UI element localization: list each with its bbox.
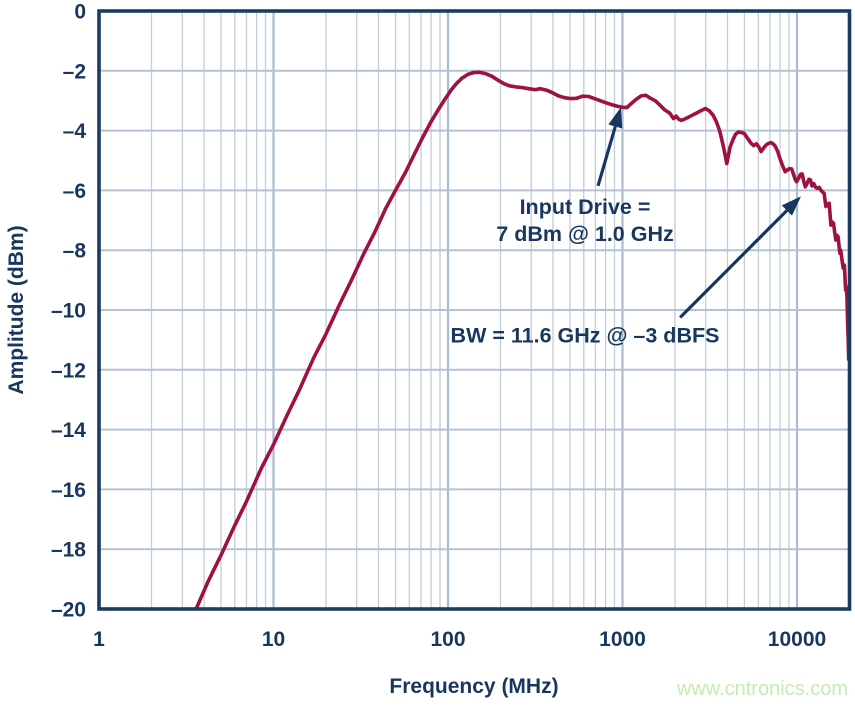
arrow-head: [781, 196, 801, 216]
response-curve-path: [194, 70, 850, 609]
y-tick-label: –14: [51, 419, 86, 442]
y-tick-label: –16: [51, 479, 86, 502]
x-tick-label: 10: [262, 628, 285, 651]
y-tick-labels: 0 –2 –4 –6 –8 –10 –12 –14 –16 –18 –20: [51, 1, 86, 622]
y-tick-label: 0: [74, 1, 86, 24]
annotation-input-drive-line2: 7 dBm @ 1.0 GHz: [496, 222, 674, 246]
arrow-head: [608, 107, 623, 129]
x-axis-title: Frequency (MHz): [389, 675, 559, 698]
arrow-bandwidth: [678, 196, 801, 319]
plot-frame: [97, 9, 852, 611]
x-tick-label: 10000: [768, 628, 826, 651]
x-tick-labels: 1 10 100 1000 10000: [93, 628, 826, 651]
annotation-bandwidth: BW = 11.6 GHz @ –3 dBFS: [450, 323, 720, 348]
y-tick-label: –2: [63, 60, 86, 83]
y-tick-label: –6: [63, 180, 86, 203]
x-tick-label: 1: [93, 628, 105, 651]
y-axis-title: Amplitude (dBm): [5, 225, 28, 395]
gridlines: [97, 10, 851, 610]
arrow-input-drive: [596, 107, 623, 187]
annotation-input-drive: Input Drive = 7 dBm @ 1.0 GHz: [496, 194, 673, 248]
arrow-shaft: [596, 126, 617, 187]
annotation-input-drive-line1: Input Drive =: [519, 195, 651, 219]
x-tick-label: 1000: [599, 628, 646, 651]
y-tick-label: –4: [63, 120, 87, 143]
response-curve: [194, 70, 850, 609]
y-tick-label: –12: [51, 359, 86, 382]
y-tick-label: –10: [51, 300, 86, 323]
arrow-shaft: [678, 209, 789, 319]
y-tick-label: –20: [51, 599, 86, 622]
watermark: www.cntronics.com: [676, 678, 848, 700]
y-tick-label: –8: [63, 240, 87, 263]
y-tick-label: –18: [51, 539, 86, 562]
x-tick-label: 100: [430, 628, 465, 651]
axes-frame: [97, 9, 852, 611]
